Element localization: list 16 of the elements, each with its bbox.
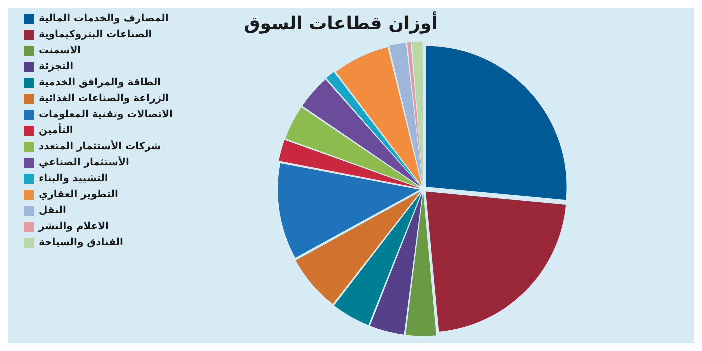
legend-label: التجزئة (39, 62, 74, 73)
legend-label: الصناعات البتروكيماوية (39, 30, 152, 41)
legend-label: شركات الأستثمار المتعدد (39, 140, 162, 153)
legend-label: التشييد والبناء (39, 174, 108, 185)
legend-label: الاسمنت (39, 46, 82, 57)
legend-label: المصارف والخدمات المالية (39, 14, 169, 25)
legend-label: التأمين (39, 124, 74, 137)
chart-title: أوزان قطاعات السوق (244, 11, 438, 34)
legend-label: الفنادق والسياحة (39, 238, 124, 249)
legend-label: النقل (39, 206, 66, 217)
legend-label: الأستثمار الصناعي (39, 156, 130, 169)
legend-label: التطوير العقاري (39, 190, 118, 201)
legend-label: الاتصالات وتقنية المعلومات (39, 110, 173, 121)
legend-label: الزراعة والصناعات الغذائية (39, 94, 170, 105)
legend-label: الطاقة والمرافق الخدمية (39, 78, 162, 89)
legend-label: الاعلام والنشر (38, 222, 109, 233)
